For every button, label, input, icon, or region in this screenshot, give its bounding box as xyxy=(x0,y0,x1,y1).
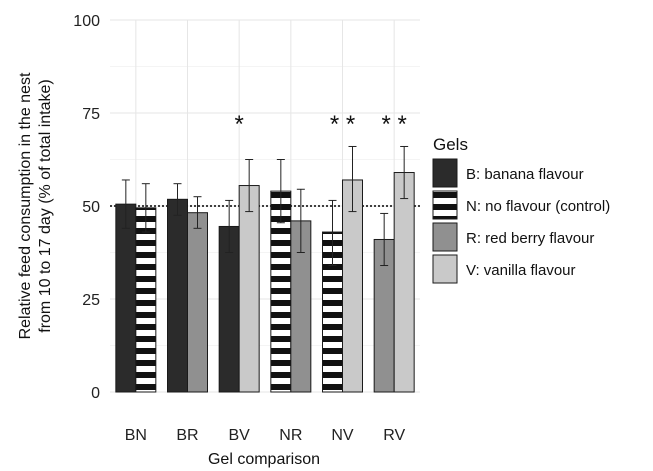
legend-swatch-N xyxy=(432,190,458,220)
legend-title: Gels xyxy=(433,135,468,154)
x-tick-label-BN: BN xyxy=(125,427,147,444)
bar-BN-N xyxy=(135,207,157,393)
y-tick-label: 25 xyxy=(82,292,100,309)
x-tick-label-RV: RV xyxy=(383,427,405,444)
x-tick-label-BV: BV xyxy=(228,427,250,444)
legend-swatch-R xyxy=(432,222,458,252)
significance-NV: * * xyxy=(330,111,355,138)
bar-BN-B xyxy=(115,203,137,393)
x-axis: BN BR BV NR NV RV xyxy=(125,427,406,444)
legend-label-V: V: vanilla flavour xyxy=(466,262,576,279)
y-tick-label: 100 xyxy=(73,13,100,30)
bar-BR-B xyxy=(167,198,188,393)
legend-label-R: R: red berry flavour xyxy=(466,230,594,247)
legend-label-N: N: no flavour (control) xyxy=(466,198,610,215)
y-tick-label: 75 xyxy=(82,106,100,123)
y-axis-title-line-1: Relative feed consumption in the nest xyxy=(17,72,34,339)
legend-label-B: B: banana flavour xyxy=(466,166,584,183)
legend-swatch-B xyxy=(432,158,458,188)
significance-BV: * xyxy=(234,111,243,138)
grid xyxy=(110,19,420,393)
x-axis-title: Gel comparison xyxy=(208,451,320,468)
y-tick-label: 0 xyxy=(91,385,100,402)
x-tick-label-BR: BR xyxy=(176,427,198,444)
significance-RV: * * xyxy=(381,111,406,138)
y-axis: 0 25 50 75 100 xyxy=(73,13,100,402)
bar-RV-V xyxy=(393,172,415,393)
x-tick-label-NV: NV xyxy=(331,427,354,444)
y-axis-title-line-2: from 10 to 17 day (% of total intake) xyxy=(37,79,54,332)
legend-swatch-V xyxy=(432,254,458,284)
x-tick-label-NR: NR xyxy=(279,427,302,444)
bar-BR-R xyxy=(187,212,208,393)
legend: Gels B: banana flavour N: no flavour (con… xyxy=(432,135,610,284)
bars-layer: * * * * * xyxy=(115,111,415,393)
y-tick-label: 50 xyxy=(82,199,100,216)
bar-BV-V xyxy=(238,185,260,393)
